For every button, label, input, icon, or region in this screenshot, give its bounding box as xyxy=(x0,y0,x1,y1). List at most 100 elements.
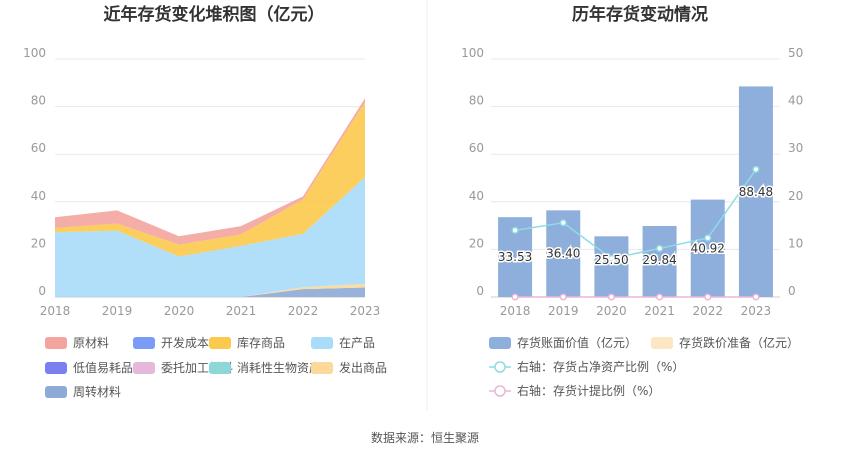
area-库存商品 xyxy=(55,102,365,257)
line-point xyxy=(704,234,712,242)
line-point xyxy=(656,293,664,301)
y2-tick-label: 50 xyxy=(788,46,803,60)
y-tick-label: 60 xyxy=(31,141,46,155)
right-x-axis: 2018 2019 2020 2021 2022 2023 xyxy=(500,304,771,318)
legend-label: 右轴：存货计提比例（%） xyxy=(517,383,660,398)
legend-swatch xyxy=(45,386,67,398)
line-point xyxy=(511,293,519,301)
right-legend: 存货账面价值（亿元） 存货跌价准备（亿元） 右轴：存货占净资产比例（%） 右轴：存货计… xyxy=(489,335,799,398)
left-y-axis: 0 20 40 60 80 100 xyxy=(23,46,46,298)
area-在产品 xyxy=(55,177,365,297)
legend-swatch xyxy=(209,362,231,374)
right-y-axis-right: 0 10 20 30 40 50 xyxy=(788,46,803,298)
legend-marker xyxy=(494,385,506,397)
bar-value-label: 29.84 xyxy=(642,253,676,267)
bar xyxy=(642,225,677,297)
legend-swatch xyxy=(311,337,333,349)
y-tick-label: 40 xyxy=(469,189,484,203)
x-tick-label: 2022 xyxy=(692,304,723,318)
y-tick-label: 100 xyxy=(23,46,46,60)
legend-marker xyxy=(494,361,506,373)
y-tick-label: 20 xyxy=(469,236,484,250)
left-chart-title: 近年存货变化堆积图（亿元） xyxy=(104,4,325,25)
legend-label: 消耗性生物资产 xyxy=(237,361,321,375)
x-tick-label: 2021 xyxy=(226,304,257,318)
bar xyxy=(738,86,773,297)
line-point xyxy=(656,244,664,252)
x-tick-label: 2020 xyxy=(164,304,195,318)
bar xyxy=(690,199,725,297)
y2-tick-label: 40 xyxy=(788,94,803,108)
y-tick-label: 80 xyxy=(469,94,484,108)
line-point xyxy=(559,219,567,227)
y-tick-label: 0 xyxy=(476,284,484,298)
y2-tick-label: 0 xyxy=(788,284,796,298)
legend-label: 开发成本 xyxy=(161,335,209,350)
x-tick-label: 2018 xyxy=(40,304,71,318)
x-tick-label: 2022 xyxy=(288,304,319,318)
line-series xyxy=(514,169,757,260)
bar-value-label: 25.50 xyxy=(594,253,628,267)
legend-label: 库存商品 xyxy=(237,335,285,350)
area-原材料 xyxy=(55,98,365,245)
bar-value-label: 33.53 xyxy=(498,250,532,264)
x-tick-label: 2020 xyxy=(596,304,627,318)
x-tick-label: 2023 xyxy=(350,304,381,318)
right-lines xyxy=(511,165,760,301)
x-tick-label: 2023 xyxy=(741,304,772,318)
x-tick-label: 2019 xyxy=(548,304,579,318)
y-tick-label: 40 xyxy=(31,189,46,203)
right-gridlines xyxy=(491,58,780,298)
legend-swatch xyxy=(45,337,67,349)
legend-label: 存货跌价准备（亿元） xyxy=(679,335,799,350)
right-data-labels: 33.53 36.40 25.50 29.84 40.92 88.48 xyxy=(496,184,774,269)
right-chart-title: 历年存货变动情况 xyxy=(572,4,708,25)
legend-swatch xyxy=(489,337,511,349)
legend-swatch xyxy=(133,362,155,374)
y2-tick-label: 20 xyxy=(788,189,803,203)
legend-swatch xyxy=(45,362,67,374)
legend-label: 右轴：存货占净资产比例（%） xyxy=(517,359,684,374)
line-point xyxy=(511,226,519,234)
line-point xyxy=(752,165,760,173)
legend-label: 在产品 xyxy=(339,336,375,350)
y-tick-label: 60 xyxy=(469,141,484,155)
line-point xyxy=(752,293,760,301)
line-point xyxy=(704,293,712,301)
bar-line-chart: 历年存货变动情况 33.53 36.40 25.50 29.8440.9288.48 … xyxy=(461,4,803,398)
y-tick-label: 0 xyxy=(38,284,46,298)
legend-swatch xyxy=(133,337,155,349)
legend-label: 发出商品 xyxy=(339,360,387,375)
y-tick-label: 20 xyxy=(31,236,46,250)
legend-label: 低值易耗品 xyxy=(73,360,133,375)
line-point xyxy=(559,293,567,301)
legend-label: 存货账面价值（亿元） xyxy=(517,335,637,350)
line-point xyxy=(607,293,615,301)
x-tick-label: 2018 xyxy=(500,304,531,318)
bar-value-label: 36.40 xyxy=(546,247,580,261)
legend-swatch xyxy=(209,337,231,349)
y2-tick-label: 30 xyxy=(788,141,803,155)
line-point xyxy=(607,254,615,262)
legend-label: 原材料 xyxy=(73,336,109,350)
x-tick-label: 2019 xyxy=(102,304,133,318)
area-周转材料 xyxy=(55,287,365,297)
source-note: 数据来源：恒生聚源 xyxy=(371,430,479,445)
legend-swatch xyxy=(311,362,333,374)
y-tick-label: 100 xyxy=(461,46,484,60)
legend-label: 周转材料 xyxy=(73,384,121,399)
right-bars xyxy=(498,86,773,297)
legend-swatch xyxy=(651,337,673,349)
bar-value-label: 88.48 xyxy=(739,185,773,199)
left-area-series xyxy=(55,98,365,297)
right-y-axis-left: 0 20 40 60 80 100 xyxy=(461,46,484,298)
left-x-axis: 2018 2019 2020 2021 2022 2023 xyxy=(40,304,381,318)
y-tick-label: 80 xyxy=(31,94,46,108)
x-tick-label: 2021 xyxy=(644,304,675,318)
bar-value-label: 40.92 xyxy=(691,241,725,255)
bar xyxy=(594,236,629,297)
y2-tick-label: 10 xyxy=(788,236,803,250)
